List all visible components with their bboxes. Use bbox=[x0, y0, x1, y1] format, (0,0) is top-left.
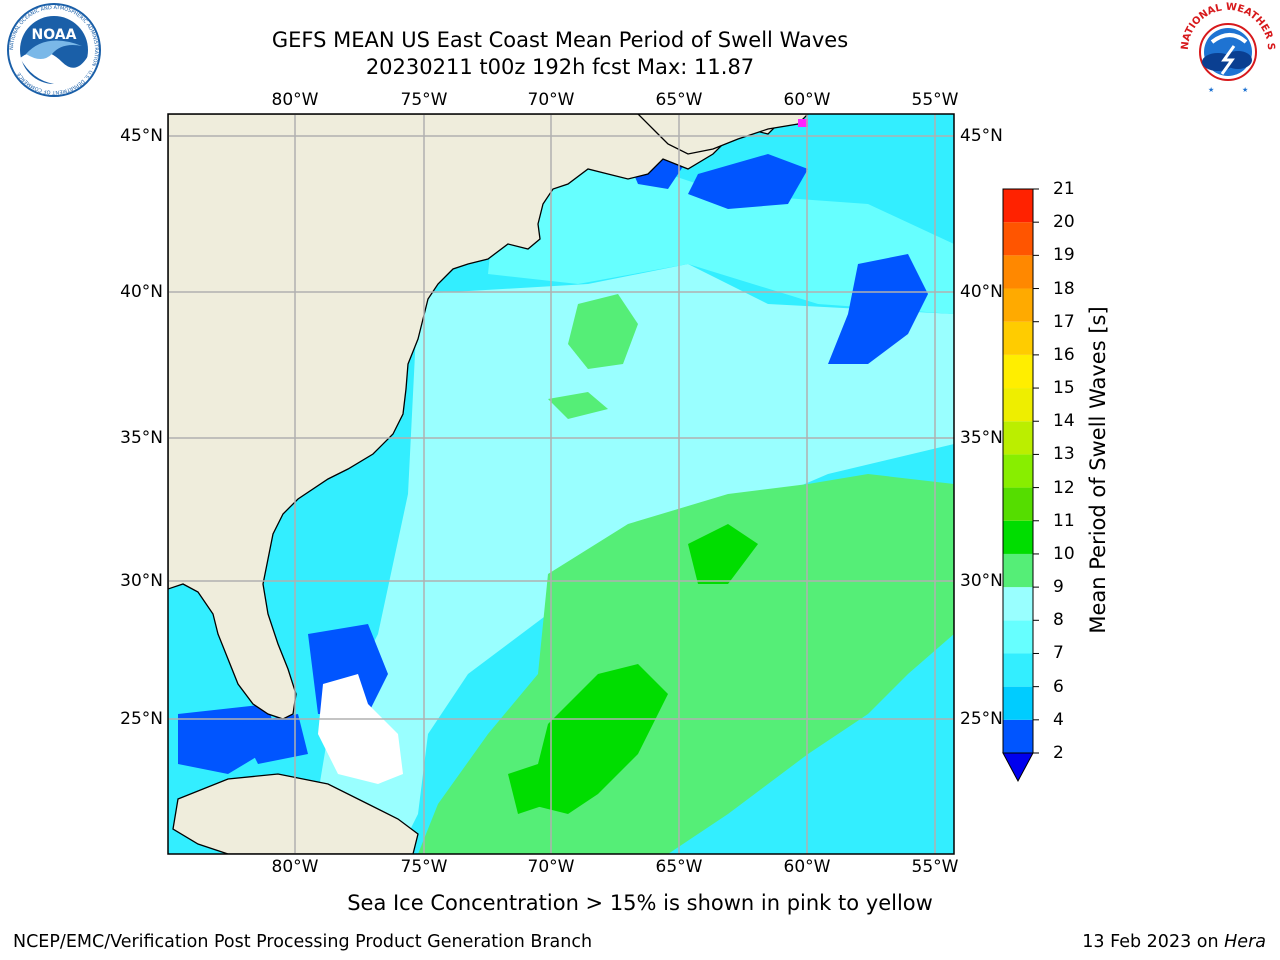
noaa-logo-text: NOAA bbox=[32, 27, 77, 43]
lon-label-bottom-55w: 55°W bbox=[911, 857, 959, 877]
colorbar-tick-label: 15 bbox=[1053, 378, 1075, 399]
colorbar bbox=[1002, 188, 1039, 783]
colorbar-tick-label: 20 bbox=[1053, 212, 1075, 233]
swell-region-10s-core-east bbox=[688, 524, 758, 584]
sea-ice-caption: Sea Ice Concentration > 15% is shown in … bbox=[347, 891, 933, 915]
lon-label-bottom-80w: 80°W bbox=[271, 857, 319, 877]
bahamas-banks-mask bbox=[318, 674, 403, 784]
colorbar-title: Mean Period of Swell Waves [s] bbox=[1086, 306, 1110, 634]
swell-region-7s-upper bbox=[488, 164, 954, 314]
footer-machine: Hera bbox=[1224, 932, 1266, 952]
lon-label-top-80w: 80°W bbox=[271, 90, 319, 110]
lat-label-right-25n: 25°N bbox=[960, 709, 1003, 729]
lat-label-left-30n: 30°N bbox=[120, 571, 163, 591]
footer-timestamp: 13 Feb 2023 on Hera bbox=[1082, 932, 1266, 952]
svg-text:★: ★ bbox=[1242, 86, 1248, 94]
noaa-logo: NOAA NATIONAL OCEANIC AND ATMOSPHERIC AD… bbox=[7, 3, 101, 97]
colorbar-segment bbox=[1003, 288, 1033, 322]
lon-label-bottom-70w: 70°W bbox=[527, 857, 575, 877]
lat-label-right-30n: 30°N bbox=[960, 571, 1003, 591]
colorbar-segment bbox=[1003, 686, 1033, 720]
colorbar-tick-label: 10 bbox=[1053, 543, 1075, 564]
colorbar-tick-label: 7 bbox=[1053, 643, 1064, 664]
swell-region-4-6s-nova-scotia bbox=[688, 154, 808, 209]
swell-period-map bbox=[167, 113, 955, 855]
colorbar-extend-arrow bbox=[1002, 752, 1034, 783]
colorbar-segment bbox=[1003, 620, 1033, 654]
colorbar-tick-label: 16 bbox=[1053, 344, 1075, 365]
colorbar-tick-label: 18 bbox=[1053, 278, 1075, 299]
colorbar-segment bbox=[1003, 255, 1033, 289]
lon-label-top-70w: 70°W bbox=[527, 90, 575, 110]
svg-text:★: ★ bbox=[1208, 86, 1214, 94]
swell-region-4-6s-cuba-north bbox=[238, 714, 308, 764]
nws-logo: NATIONAL WEATHER SERVICE ★ ★ bbox=[1174, 0, 1276, 96]
lat-label-right-40n: 40°N bbox=[960, 282, 1003, 302]
colorbar-segment bbox=[1003, 487, 1033, 521]
colorbar-segment bbox=[1003, 388, 1033, 422]
lat-label-right-45n: 45°N bbox=[960, 126, 1003, 146]
colorbar-segment bbox=[1003, 587, 1033, 621]
lat-label-left-45n: 45°N bbox=[120, 126, 163, 146]
lon-label-top-75w: 75°W bbox=[400, 90, 448, 110]
colorbar-tick-label: 14 bbox=[1053, 411, 1075, 432]
footer-date: 13 Feb 2023 on bbox=[1082, 932, 1225, 952]
swell-region-4-6s-east bbox=[828, 254, 928, 364]
sea-ice-marker bbox=[798, 119, 808, 127]
colorbar-tick-label: 17 bbox=[1053, 311, 1075, 332]
swell-region-9s-patch-west bbox=[548, 392, 608, 419]
colorbar-segment bbox=[1003, 553, 1033, 588]
colorbar-segment bbox=[1003, 520, 1033, 554]
lon-label-bottom-65w: 65°W bbox=[655, 857, 703, 877]
lon-label-top-65w: 65°W bbox=[655, 90, 703, 110]
colorbar-tick-label: 2 bbox=[1053, 743, 1064, 763]
colorbar-segment bbox=[1003, 321, 1033, 355]
colorbar-tick-label: 13 bbox=[1053, 444, 1075, 465]
swell-region-9s-patch-north bbox=[568, 294, 638, 369]
colorbar-segment bbox=[1003, 653, 1033, 687]
colorbar-segment bbox=[1003, 189, 1033, 223]
colorbar-segment bbox=[1003, 454, 1033, 488]
colorbar-tick-label: 21 bbox=[1053, 179, 1075, 199]
map-grid bbox=[168, 114, 954, 854]
lon-label-bottom-75w: 75°W bbox=[400, 857, 448, 877]
colorbar-tick-label: 4 bbox=[1053, 709, 1064, 730]
colorbar-tick-label: 9 bbox=[1053, 577, 1064, 598]
swell-region-10-11s-core bbox=[528, 664, 668, 814]
colorbar-segment bbox=[1003, 222, 1033, 256]
lon-label-top-60w: 60°W bbox=[783, 90, 831, 110]
lat-label-right-35n: 35°N bbox=[960, 428, 1003, 448]
swell-region-10s-patch-south bbox=[508, 764, 548, 814]
chart-subtitle: 20230211 t00z 192h fcst Max: 11.87 bbox=[365, 55, 755, 79]
colorbar-segment bbox=[1003, 719, 1033, 753]
colorbar-tick-label: 19 bbox=[1053, 245, 1075, 266]
colorbar-segment bbox=[1003, 421, 1033, 455]
chart-title: GEFS MEAN US East Coast Mean Period of S… bbox=[271, 28, 849, 52]
lat-label-left-35n: 35°N bbox=[120, 428, 163, 448]
colorbar-segment bbox=[1003, 354, 1033, 389]
colorbar-tick-label: 12 bbox=[1053, 477, 1075, 498]
land-north-america bbox=[168, 114, 789, 720]
lon-label-top-55w: 55°W bbox=[911, 90, 959, 110]
footer-credit: NCEP/EMC/Verification Post Processing Pr… bbox=[13, 932, 593, 952]
lat-label-left-25n: 25°N bbox=[120, 709, 163, 729]
lat-label-left-40n: 40°N bbox=[120, 282, 163, 302]
colorbar-tick-label: 6 bbox=[1053, 676, 1064, 697]
lon-label-bottom-60w: 60°W bbox=[783, 857, 831, 877]
colorbar-tick-label: 11 bbox=[1053, 510, 1075, 531]
colorbar-tick-label: 8 bbox=[1053, 610, 1064, 631]
